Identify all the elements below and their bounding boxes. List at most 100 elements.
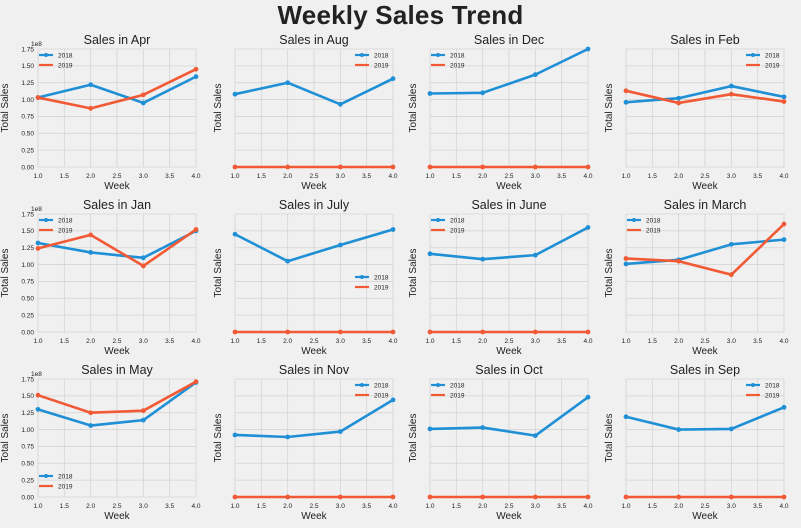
- data-point-2018: [427, 251, 433, 257]
- x-tick-label: 1.5: [60, 173, 69, 180]
- legend-label: 2018: [58, 217, 73, 224]
- data-point-2018: [232, 231, 238, 237]
- subplot-sales-in-jan: 0.00 0.25 0.50 0.75 1.00 1.25 1.50 1.75 1.0 1.5 2.…: [0, 198, 201, 357]
- x-tick-label: 3.5: [753, 503, 762, 510]
- subplot-title: Sales in May: [81, 363, 153, 377]
- x-tick-label: 2.0: [674, 338, 683, 345]
- y-tick-label: 1.00: [21, 97, 34, 104]
- legend-marker: [751, 383, 755, 387]
- subplot-title: Sales in March: [664, 198, 747, 212]
- y-tick-label: 1.25: [21, 80, 34, 87]
- data-point-2019: [285, 164, 291, 170]
- data-point-2018: [728, 426, 734, 432]
- x-tick-label: 3.0: [336, 173, 345, 180]
- data-point-2018: [140, 100, 146, 106]
- x-tick-label: 2.5: [309, 338, 318, 345]
- y-axis-label: Total Sales: [0, 249, 11, 298]
- x-tick-label: 3.0: [727, 503, 736, 510]
- x-tick-label: 2.5: [309, 173, 318, 180]
- x-tick-label: 3.5: [557, 338, 566, 345]
- legend: 2018 2019: [746, 382, 780, 399]
- data-point-2018: [585, 46, 591, 52]
- subplot-sales-in-apr: 0.00 0.25 0.50 0.75 1.00 1.25 1.50 1.75 1.0 1.5 2.…: [0, 33, 201, 192]
- legend: 2018 2019: [627, 217, 661, 234]
- data-point-2018: [585, 225, 591, 230]
- x-tick-label: 2.0: [674, 173, 683, 180]
- data-point-2018: [728, 83, 734, 89]
- x-tick-label: 1.0: [621, 338, 630, 345]
- y-axis-label: Total Sales: [604, 84, 615, 133]
- data-point-2019: [390, 494, 396, 500]
- data-point-2018: [285, 258, 291, 264]
- subplot-title: Sales in Jan: [83, 198, 151, 212]
- data-point-2019: [585, 329, 591, 335]
- data-point-2018: [532, 252, 538, 258]
- series-line-2018: [37, 229, 197, 260]
- legend-marker: [360, 275, 364, 279]
- legend-label: 2018: [450, 52, 465, 59]
- subplot-sales-in-march: 1.0 1.5 2.0 2.5 3.0 3.5 4.0 Sales in March Week T…: [604, 198, 789, 357]
- data-point-2019: [427, 164, 433, 170]
- x-tick-label: 3.5: [362, 338, 371, 345]
- data-point-2018: [140, 255, 146, 261]
- x-tick-label: 1.0: [425, 173, 434, 180]
- subplot-title: Sales in Apr: [84, 33, 151, 47]
- legend: 2018 2019: [431, 52, 465, 69]
- x-tick-label: 4.0: [779, 173, 788, 180]
- data-point-2018: [88, 82, 94, 88]
- data-point-2018: [427, 426, 433, 432]
- data-point-2018: [232, 91, 238, 97]
- legend-label: 2019: [58, 227, 73, 234]
- data-point-2018: [140, 417, 146, 423]
- data-point-2019: [337, 329, 343, 335]
- legend: 2018 2019: [355, 274, 389, 291]
- subplot-sales-in-feb: 1.0 1.5 2.0 2.5 3.0 3.5 4.0 Sales in Feb Week Tot…: [604, 33, 789, 192]
- legend: 2018 2019: [355, 382, 389, 399]
- x-tick-label: 4.0: [779, 338, 788, 345]
- subplot-sales-in-may: 0.00 0.25 0.50 0.75 1.00 1.25 1.50 1.75 1.0 1.5 2.…: [0, 363, 201, 522]
- x-tick-label: 1.5: [648, 338, 657, 345]
- data-point-2019: [193, 379, 199, 385]
- series-line-2019: [37, 68, 197, 110]
- x-tick-label: 1.5: [60, 338, 69, 345]
- legend-marker: [44, 53, 48, 57]
- y-tick-label: 1.00: [21, 427, 34, 434]
- x-tick-label: 3.5: [165, 173, 174, 180]
- subplot-sales-in-sep: 1.0 1.5 2.0 2.5 3.0 3.5 4.0 Sales in Sep Week Tot…: [604, 363, 789, 522]
- data-point-2018: [390, 76, 396, 82]
- y-axis-label: Total Sales: [213, 84, 224, 133]
- data-point-2019: [35, 392, 41, 398]
- series-line-2018: [234, 398, 394, 439]
- x-axis-label: Week: [692, 181, 718, 192]
- y-tick-label: 0.50: [21, 296, 34, 303]
- legend-marker: [360, 383, 364, 387]
- data-point-2019: [728, 91, 734, 97]
- legend-label: 2019: [765, 62, 780, 69]
- legend-label: 2019: [58, 483, 73, 490]
- data-point-2019: [728, 494, 734, 500]
- x-tick-label: 4.0: [191, 503, 200, 510]
- x-tick-label: 1.0: [33, 338, 42, 345]
- data-point-2018: [585, 394, 591, 400]
- data-point-2019: [88, 410, 94, 416]
- series-line-2018: [625, 238, 785, 266]
- y-tick-label: 0.75: [21, 279, 34, 286]
- data-point-2019: [480, 494, 486, 500]
- x-axis-label: Week: [496, 346, 522, 357]
- legend: 2018 2019: [355, 52, 389, 69]
- subplot-title: Sales in Nov: [279, 363, 350, 377]
- series-line-2018: [234, 228, 394, 263]
- x-tick-label: 1.5: [452, 503, 461, 510]
- data-point-2019: [623, 88, 629, 94]
- data-point-2018: [35, 406, 41, 412]
- x-tick-label: 1.5: [257, 173, 266, 180]
- y-tick-label: 0.50: [21, 131, 34, 138]
- series-line-2019: [37, 228, 197, 268]
- data-point-2019: [140, 263, 146, 269]
- legend-label: 2018: [58, 52, 73, 59]
- data-point-2018: [532, 72, 538, 78]
- data-point-2019: [676, 258, 682, 264]
- subplot-title: Sales in July: [279, 198, 350, 212]
- x-tick-label: 2.0: [283, 173, 292, 180]
